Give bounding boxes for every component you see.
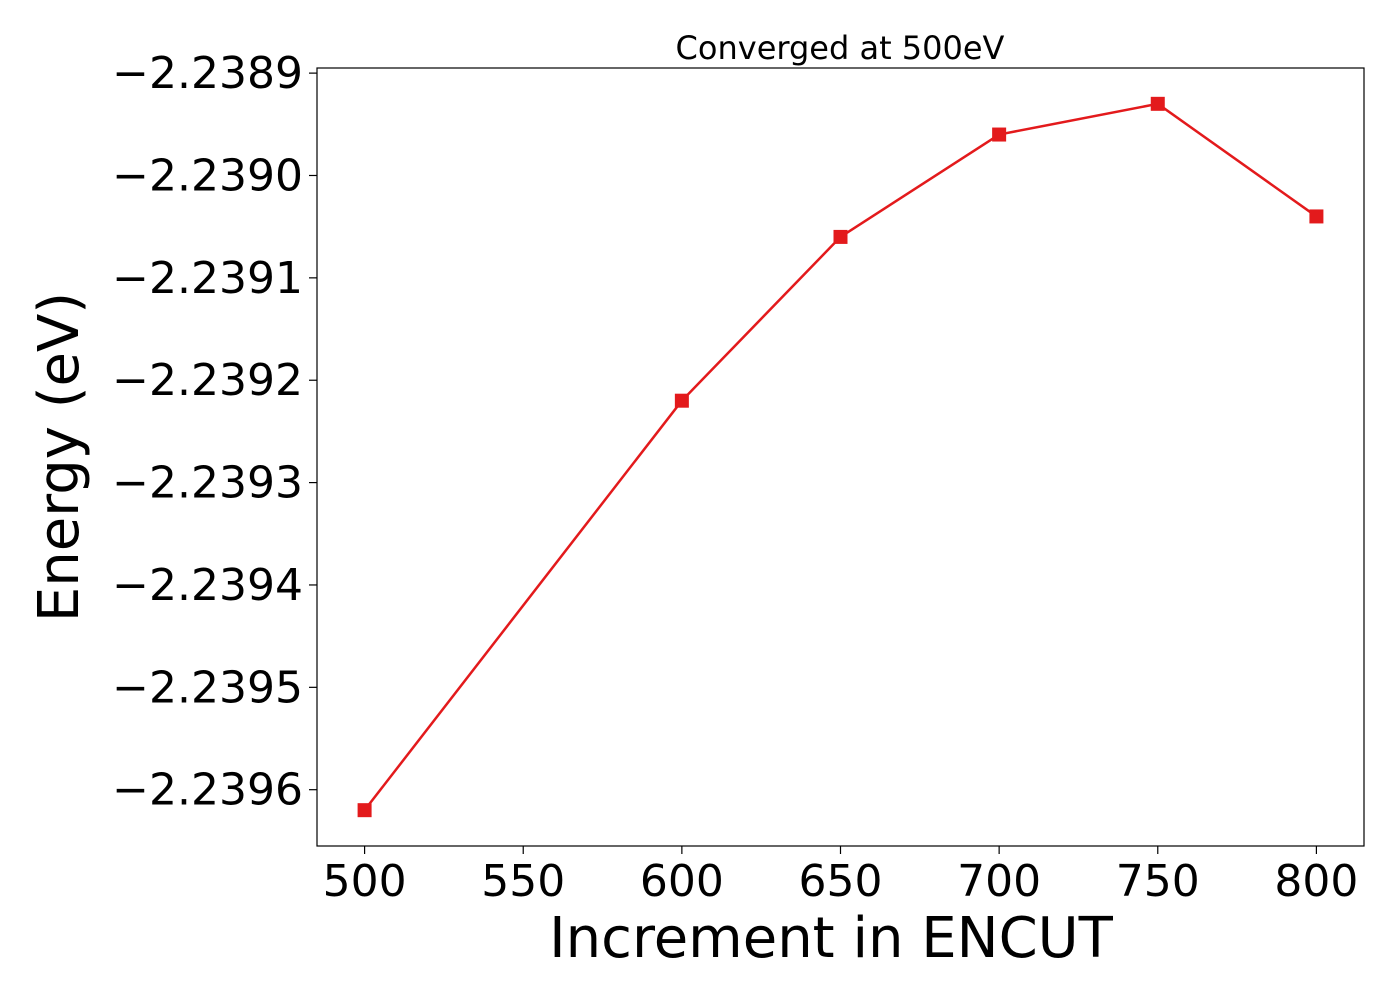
x-tick-label: 650 bbox=[799, 856, 883, 907]
x-tick-label: 500 bbox=[323, 856, 407, 907]
data-point-marker bbox=[674, 393, 689, 408]
y-tick-label: −2.2390 bbox=[112, 150, 303, 201]
x-tick-label: 800 bbox=[1274, 856, 1358, 907]
y-tick-label: −2.2393 bbox=[112, 458, 303, 509]
data-point-marker bbox=[1309, 209, 1324, 224]
chart-title: Converged at 500eV bbox=[676, 29, 1005, 67]
y-tick-label: −2.2392 bbox=[112, 355, 303, 406]
x-axis-title: Increment in ENCUT bbox=[549, 906, 1114, 971]
data-point-marker bbox=[1150, 96, 1165, 111]
y-tick-label: −2.2389 bbox=[112, 48, 303, 99]
y-axis-title: Energy (eV) bbox=[27, 292, 92, 622]
data-point-marker bbox=[992, 127, 1007, 142]
x-tick-label: 750 bbox=[1116, 856, 1200, 907]
x-tick-label: 600 bbox=[640, 856, 724, 907]
data-point-marker bbox=[833, 229, 848, 244]
data-point-marker bbox=[357, 803, 372, 818]
y-tick-label: −2.2391 bbox=[112, 253, 303, 304]
plot-frame bbox=[316, 67, 1365, 847]
y-tick-label: −2.2395 bbox=[112, 662, 303, 713]
series-line bbox=[363, 102, 1318, 811]
x-tick-label: 700 bbox=[957, 856, 1041, 907]
y-tick-label: −2.2396 bbox=[112, 765, 303, 816]
plot-area bbox=[357, 96, 1324, 818]
x-tick-label: 550 bbox=[481, 856, 565, 907]
y-tick-label: −2.2394 bbox=[112, 560, 303, 611]
